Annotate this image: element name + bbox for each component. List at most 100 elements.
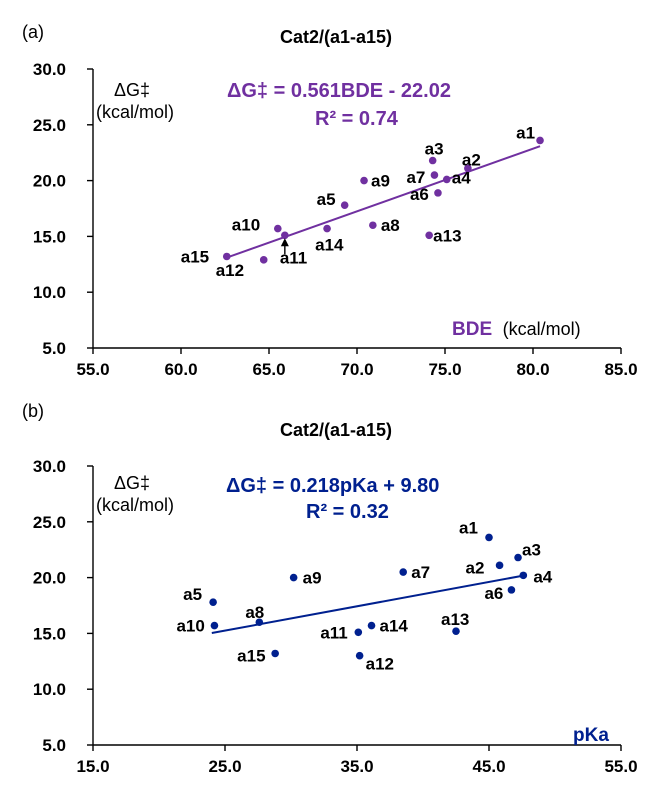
y-tick-label: 5.0 bbox=[42, 736, 66, 755]
panel-a-x-axis-unit: (kcal/mol) bbox=[503, 319, 581, 339]
panel-a-axes bbox=[92, 69, 621, 349]
panel-a-tag: (a) bbox=[22, 22, 44, 42]
data-point-a12 bbox=[355, 651, 364, 660]
x-tick-label: 25.0 bbox=[208, 757, 241, 776]
data-point-a3 bbox=[514, 553, 522, 562]
panel-a-fit-line-group bbox=[226, 145, 541, 259]
point-label-a3: a3 bbox=[522, 541, 541, 560]
data-point-a14 bbox=[367, 621, 376, 630]
panel-b-fit-line-group bbox=[211, 574, 523, 635]
chart-panel-b: (b) Cat2/(a1-a15) 15.0 25.0 35.0 45.0 55.0 5.… bbox=[22, 401, 638, 776]
data-point-a4 bbox=[442, 175, 451, 184]
data-point-a4 bbox=[519, 571, 528, 580]
x-tick-label: 65.0 bbox=[252, 360, 285, 379]
y-tick-label: 15.0 bbox=[33, 624, 66, 643]
point-label-a1: a1 bbox=[516, 123, 535, 142]
point-label-a6: a6 bbox=[410, 185, 429, 204]
chart-panel-a: (a) Cat2/(a1-a15) 55.0 60.0 65.0 70.0 75.0 80… bbox=[22, 22, 638, 379]
data-point-a10 bbox=[274, 224, 282, 233]
panel-b-axes bbox=[92, 466, 621, 746]
point-label-a12: a12 bbox=[366, 655, 394, 674]
panel-b-ticks: 15.0 25.0 35.0 45.0 55.0 5.0 10.0 15.0 20.0 25.0 3… bbox=[33, 457, 638, 776]
data-point-a5 bbox=[340, 201, 349, 209]
y-tick-label: 10.0 bbox=[33, 680, 66, 699]
point-label-a8: a8 bbox=[245, 603, 264, 622]
data-point-a14 bbox=[323, 224, 331, 233]
y-tick-label: 10.0 bbox=[33, 283, 66, 302]
point-label-a11: a11 bbox=[320, 623, 347, 642]
point-label-a11: a11 bbox=[280, 248, 307, 267]
data-point-a7 bbox=[399, 568, 408, 576]
point-label-a10: a10 bbox=[176, 617, 204, 636]
panel-b-equation: ΔG‡ = 0.218pKa + 9.80 bbox=[226, 475, 439, 497]
point-label-a4: a4 bbox=[452, 168, 471, 187]
data-point-a12 bbox=[259, 256, 268, 264]
data-point-a2 bbox=[495, 561, 504, 570]
point-label-a7: a7 bbox=[411, 563, 430, 582]
data-point-a7 bbox=[430, 171, 439, 179]
panel-a-points bbox=[222, 136, 544, 264]
data-point-a15 bbox=[271, 649, 279, 658]
point-label-a4: a4 bbox=[533, 567, 552, 586]
point-label-a2: a2 bbox=[462, 150, 481, 169]
point-label-a13: a13 bbox=[441, 610, 469, 629]
point-label-a15: a15 bbox=[237, 646, 265, 665]
point-label-a13: a13 bbox=[433, 226, 461, 245]
panel-b-y-axis-symbol: ΔG‡ bbox=[114, 473, 150, 493]
point-label-a8: a8 bbox=[381, 216, 400, 235]
y-tick-label: 15.0 bbox=[33, 227, 66, 246]
point-label-a3: a3 bbox=[425, 140, 444, 159]
x-tick-label: 80.0 bbox=[516, 360, 549, 379]
panel-a-title: Cat2/(a1-a15) bbox=[280, 27, 392, 47]
point-label-a15: a15 bbox=[181, 247, 209, 266]
panel-b-title: Cat2/(a1-a15) bbox=[280, 420, 392, 440]
x-tick-label: 55.0 bbox=[604, 757, 637, 776]
data-point-a10 bbox=[210, 621, 219, 630]
panel-a-r-squared: R² = 0.74 bbox=[315, 108, 399, 130]
panel-b-y-axis-unit: (kcal/mol) bbox=[96, 495, 174, 515]
data-point-a15 bbox=[222, 252, 231, 261]
panel-a-x-axis-name: BDE bbox=[452, 319, 492, 340]
y-tick-label: 5.0 bbox=[42, 339, 66, 358]
point-label-a9: a9 bbox=[303, 569, 322, 588]
point-label-a5: a5 bbox=[183, 585, 202, 604]
point-label-a6: a6 bbox=[484, 584, 503, 603]
point-label-a9: a9 bbox=[371, 172, 390, 191]
point-label-a12: a12 bbox=[216, 261, 244, 280]
x-tick-label: 45.0 bbox=[472, 757, 505, 776]
panel-a-y-axis-unit: (kcal/mol) bbox=[96, 102, 174, 122]
panel-b-x-axis-label: pKa bbox=[573, 725, 609, 746]
panel-a-equation: ΔG‡ = 0.561BDE - 22.02 bbox=[227, 80, 451, 102]
panel-a-x-axis-label: BDE (kcal/mol) bbox=[452, 319, 581, 340]
data-point-a13 bbox=[425, 231, 433, 240]
data-point-a9 bbox=[360, 176, 368, 185]
x-tick-label: 75.0 bbox=[428, 360, 461, 379]
point-label-a14: a14 bbox=[380, 617, 409, 636]
x-tick-label: 15.0 bbox=[76, 757, 109, 776]
panel-a-ticks: 55.0 60.0 65.0 70.0 75.0 80.0 85.0 5.0 10.0 15.0 2… bbox=[33, 60, 638, 379]
point-label-a7: a7 bbox=[406, 168, 425, 187]
point-label-a14: a14 bbox=[315, 236, 344, 255]
panel-a-y-axis-symbol: ΔG‡ bbox=[114, 80, 150, 100]
x-tick-label: 70.0 bbox=[340, 360, 373, 379]
x-tick-label: 60.0 bbox=[164, 360, 197, 379]
point-label-a2: a2 bbox=[466, 558, 485, 577]
y-tick-label: 25.0 bbox=[33, 116, 66, 135]
panel-b-y-axis-label: ΔG‡ bbox=[114, 473, 150, 493]
data-point-a1 bbox=[536, 136, 544, 145]
y-tick-label: 20.0 bbox=[33, 172, 66, 191]
data-point-a1 bbox=[485, 533, 493, 542]
data-point-a6 bbox=[434, 189, 442, 197]
point-label-a5: a5 bbox=[317, 190, 336, 209]
trend-line bbox=[226, 145, 541, 259]
panel-a-y-axis-label: ΔG‡ bbox=[114, 80, 150, 100]
panel-b-point-labels: a1 a2 a3 a4 a5 a6 a7 a8 a9 a10 a11 a12 a13 a14 a15 bbox=[176, 518, 552, 673]
data-point-a8 bbox=[255, 618, 264, 627]
data-point-a5 bbox=[209, 598, 217, 606]
a11-pointer-arrow-head bbox=[280, 238, 289, 247]
data-point-a6 bbox=[507, 586, 516, 594]
panel-b-tag: (b) bbox=[22, 401, 44, 421]
x-tick-label: 55.0 bbox=[76, 360, 109, 379]
data-point-a9 bbox=[289, 573, 298, 582]
